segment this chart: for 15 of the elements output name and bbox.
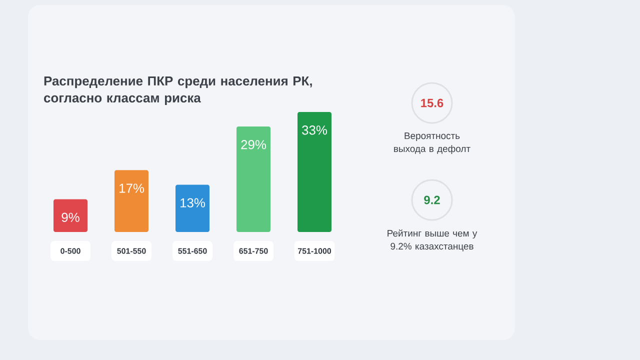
bar bbox=[298, 112, 332, 232]
text: 9.2 bbox=[424, 196, 440, 204]
data-label: 33% bbox=[302, 126, 328, 135]
bar bbox=[236, 126, 271, 232]
text: 15.6 bbox=[421, 98, 444, 108]
bar bbox=[176, 184, 210, 232]
data-label: 29% bbox=[241, 140, 266, 150]
bar bbox=[114, 170, 149, 232]
data-label: 13% bbox=[180, 198, 206, 208]
data-label: 9% bbox=[62, 212, 80, 222]
chart-title: Распределение ПКР среди населения РК, согласно классам риска bbox=[44, 76, 312, 106]
text: Вероятность выхода в дефолт bbox=[394, 132, 470, 154]
text: Рейтинг выше чем у 9.2% казахстанцев bbox=[388, 230, 478, 252]
bar bbox=[54, 199, 88, 232]
data-label: 17% bbox=[120, 184, 144, 193]
